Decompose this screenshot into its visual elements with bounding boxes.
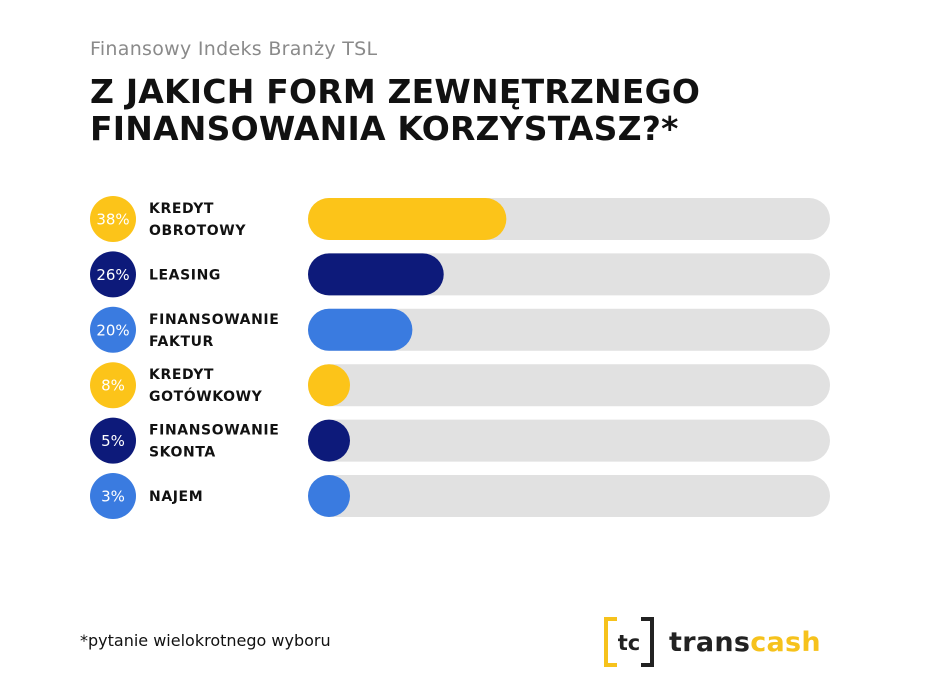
category-label-2-line-1: LEASING	[149, 267, 221, 283]
category-label-3-line-1: FINANSOWANIE	[149, 312, 279, 328]
bar-6	[308, 475, 350, 517]
chart-title: Z JAKICH FORM ZEWNĘTRZNEGO FINANSOWANIA …	[90, 73, 700, 147]
category-label-6-line-1: NAJEM	[149, 489, 203, 505]
transcash-logo: tc transcash	[603, 615, 821, 669]
bar-track-5	[308, 419, 830, 462]
category-label-1-line-1: KREDYT	[149, 201, 214, 217]
value-badge-3	[90, 306, 136, 353]
chart-subtitle: Finansowy Indeks Branży TSL	[90, 38, 378, 60]
brand-name-trans: trans	[669, 626, 751, 658]
value-label-6: 3%	[101, 488, 125, 506]
bar-3	[308, 308, 413, 351]
category-label-1-line-2: OBROTOWY	[149, 223, 246, 239]
value-badge-2	[90, 251, 136, 298]
value-label-4: 8%	[101, 377, 125, 395]
bar-2	[308, 253, 444, 296]
category-label-4-line-2: GOTÓWKOWY	[149, 387, 263, 405]
bar-4	[308, 364, 350, 407]
value-badge-5	[90, 417, 136, 464]
value-badge-6	[90, 473, 136, 519]
value-label-2: 26%	[96, 266, 129, 284]
bar-1	[308, 198, 507, 240]
bar-track-4	[308, 364, 830, 407]
bar-track-6	[308, 475, 830, 517]
chart-title-line-2: FINANSOWANIA KORZYSTASZ?*	[90, 109, 679, 148]
brand-name: transcash	[669, 627, 821, 658]
value-badge-4	[90, 362, 136, 409]
category-label-4-line-1: KREDYT	[149, 367, 214, 383]
brand-name-cash: cash	[750, 626, 821, 658]
bar-track-3	[308, 308, 830, 351]
category-label-5-line-1: FINANSOWANIE	[149, 423, 279, 439]
value-label-1: 38%	[96, 211, 129, 229]
bar-5	[308, 419, 350, 462]
tc-logo-mark-text: tc	[618, 631, 641, 655]
value-label-5: 5%	[101, 432, 125, 450]
value-label-3: 20%	[96, 321, 129, 339]
tc-logo-icon: tc	[603, 616, 655, 668]
footnote: *pytanie wielokrotnego wyboru	[80, 631, 331, 650]
category-label-5-line-2: SKONTA	[149, 445, 216, 461]
value-badge-1	[90, 196, 136, 242]
category-label-3-line-2: FAKTUR	[149, 334, 214, 350]
chart-title-line-1: Z JAKICH FORM ZEWNĘTRZNEGO	[90, 72, 701, 111]
